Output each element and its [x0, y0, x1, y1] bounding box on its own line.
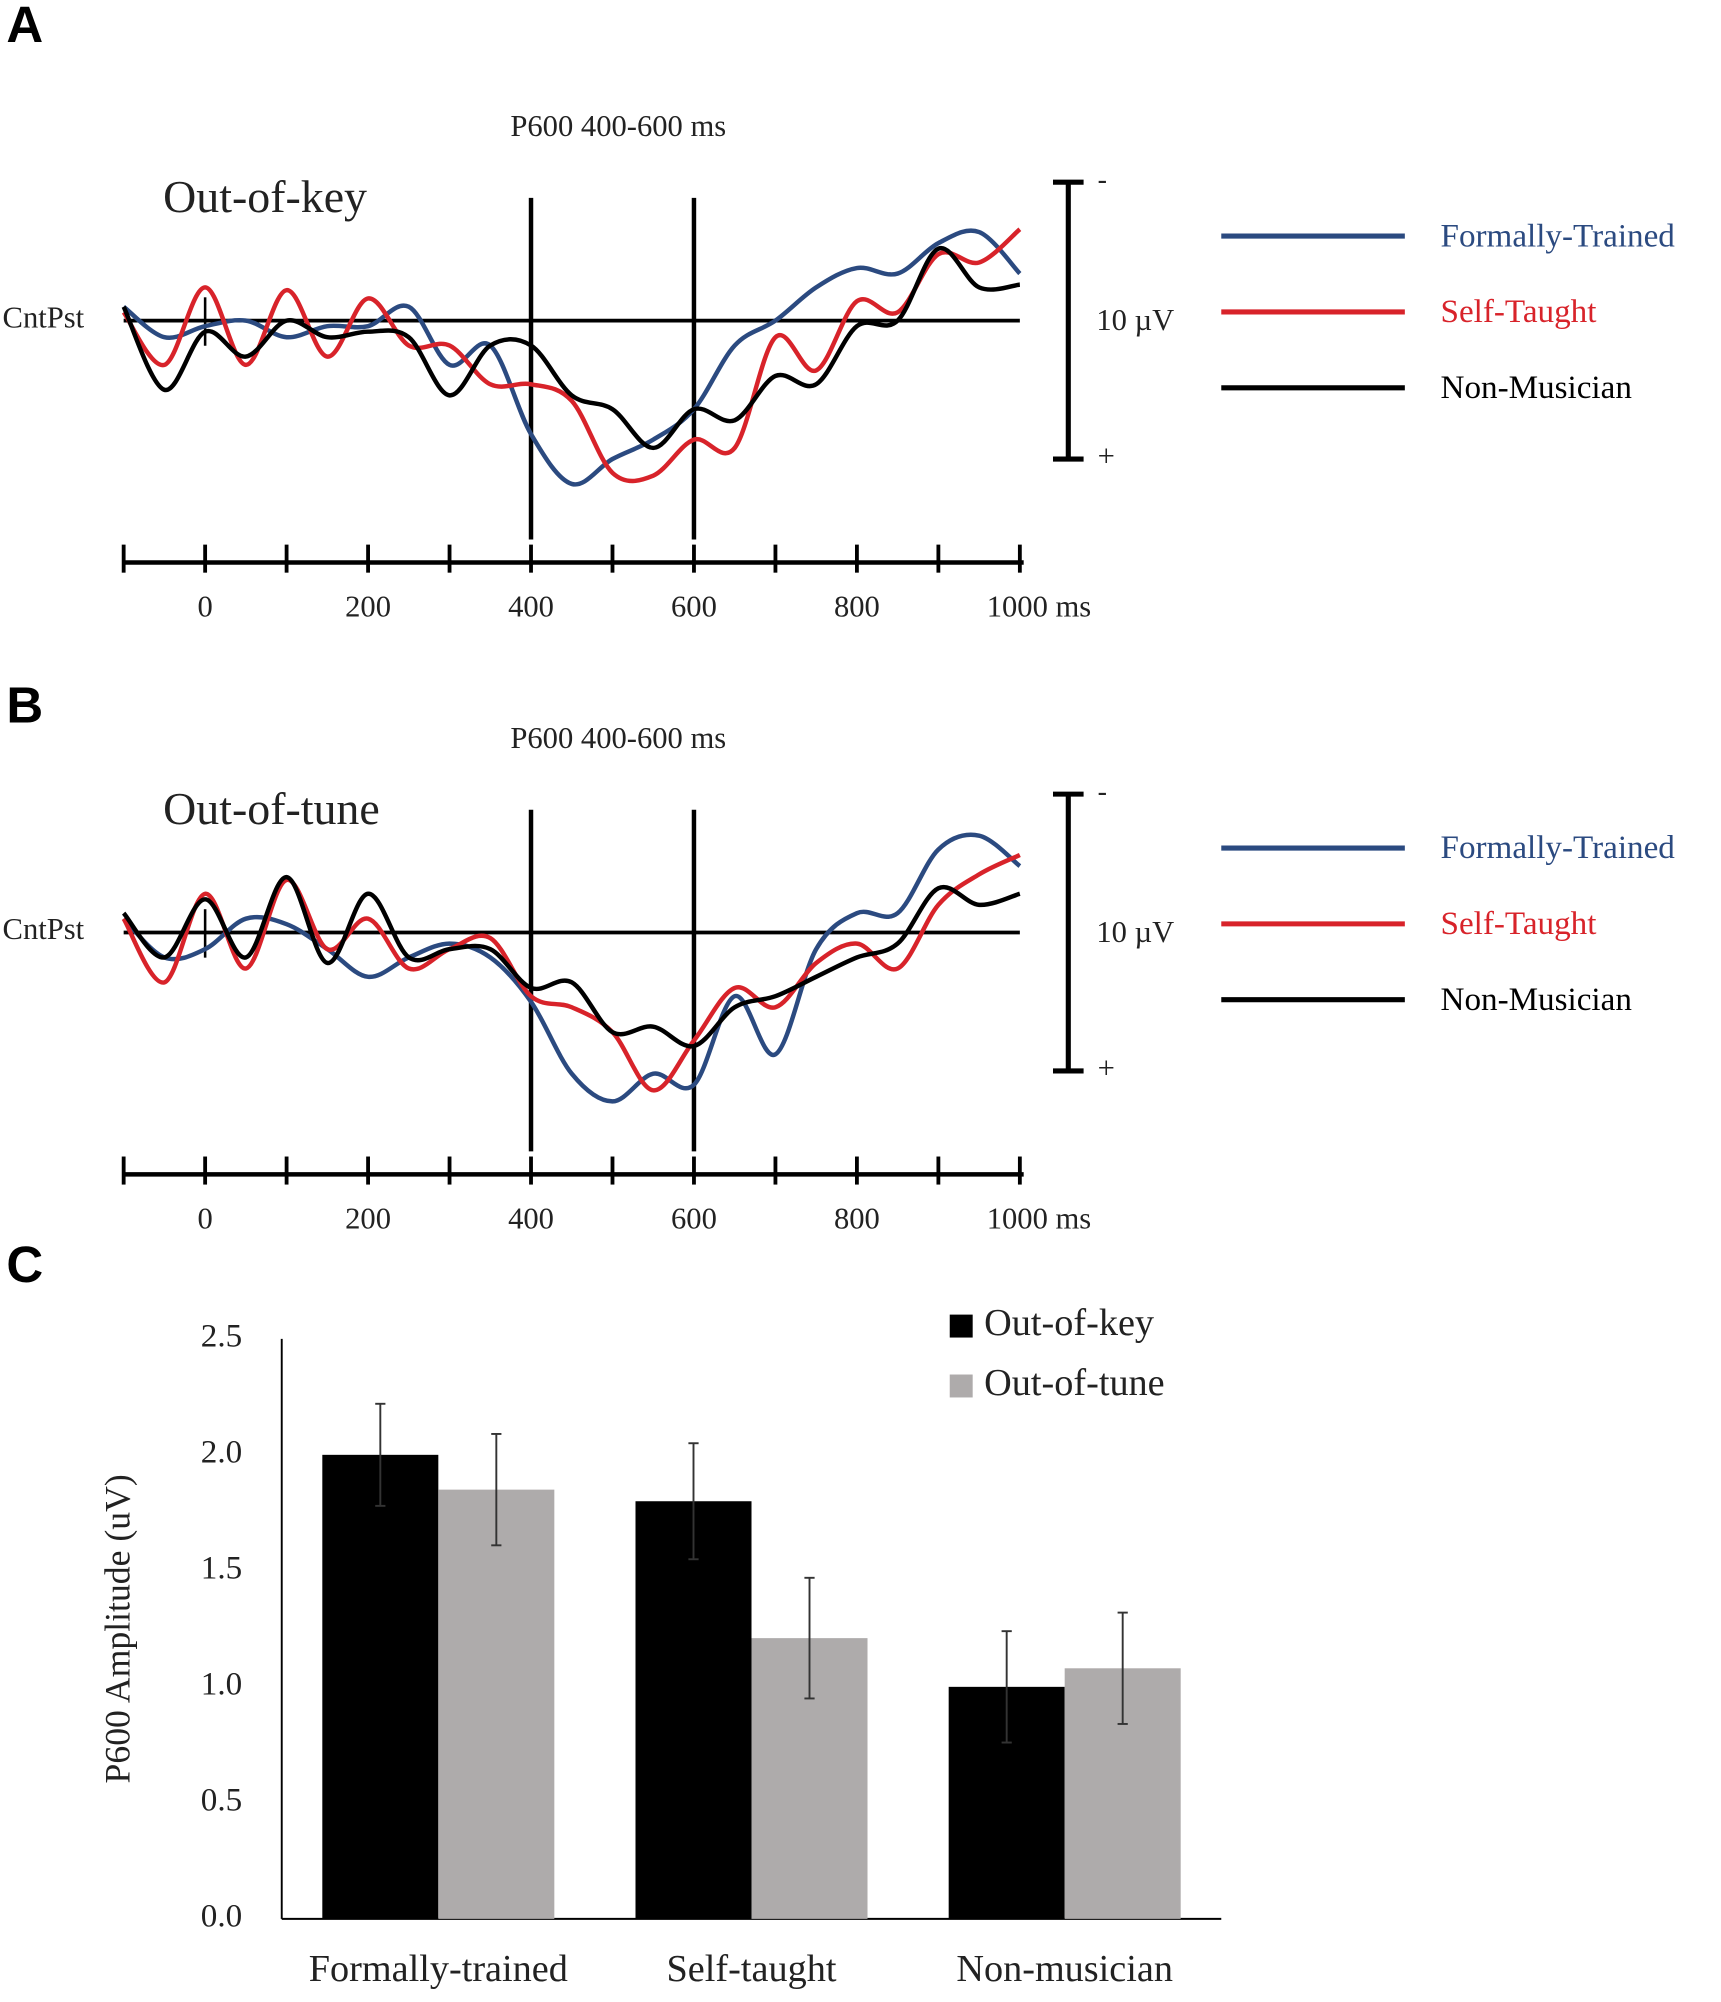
legend-label: Out-of-key	[984, 1302, 1154, 1344]
x-tick-label: Self-taught	[667, 1948, 837, 1990]
x-tick-label: Non-musician	[956, 1948, 1173, 1990]
erp-line	[121, 246, 1021, 451]
legend-label: Formally-Trained	[1441, 217, 1676, 254]
bar	[322, 1454, 439, 1919]
bar	[635, 1501, 752, 1919]
condition-label: Out-of-key	[163, 171, 367, 222]
erp-line	[121, 874, 1021, 1049]
erp-line	[121, 852, 1021, 1093]
scale-end: -	[1098, 165, 1107, 196]
erp-line	[122, 228, 1022, 487]
chart-title: P600 400-600 ms	[510, 109, 726, 143]
x-tick-label: 0	[197, 1202, 212, 1236]
legend-label: Non-Musician	[1441, 981, 1633, 1018]
panel-letter: A	[6, 0, 43, 53]
bar	[438, 1489, 555, 1919]
legend-label: Out-of-tune	[984, 1362, 1164, 1404]
x-tick-label: 800	[834, 590, 880, 624]
legend-swatch	[949, 1314, 973, 1338]
y-tick-label: 0.5	[201, 1781, 242, 1818]
erp-line	[121, 227, 1022, 484]
scale-end: +	[1098, 1051, 1115, 1085]
y-tick-label: 0.0	[201, 1897, 242, 1934]
electrode-label: CntPst	[3, 912, 85, 946]
legend-label: Non-Musician	[1441, 369, 1633, 406]
scale-end: -	[1098, 777, 1107, 808]
scale-end: +	[1098, 439, 1115, 473]
y-tick-label: 2.0	[201, 1433, 242, 1470]
x-tick-label: 0	[197, 590, 212, 624]
y-tick-label: 1.0	[201, 1665, 242, 1702]
panel-letter: C	[6, 1236, 43, 1293]
x-tick-label: 200	[345, 1202, 391, 1236]
y-axis-label: P600 Amplitude (uV)	[97, 1474, 137, 1783]
erp-line	[122, 832, 1022, 1104]
x-tick-label: 800	[834, 1202, 880, 1236]
condition-label: Out-of-tune	[163, 783, 380, 834]
x-tick-label: 1000 ms	[987, 1202, 1092, 1236]
electrode-label: CntPst	[3, 300, 85, 334]
scale-label: 10 µV	[1096, 303, 1174, 337]
x-tick-label: 400	[508, 1202, 554, 1236]
legend-label: Self-Taught	[1441, 293, 1598, 330]
legend-label: Formally-Trained	[1441, 829, 1676, 866]
x-tick-label: 400	[508, 590, 554, 624]
chart-title: P600 400-600 ms	[510, 721, 726, 755]
legend-swatch	[949, 1374, 973, 1398]
y-tick-label: 2.5	[201, 1317, 242, 1354]
y-tick-label: 1.5	[201, 1549, 242, 1586]
x-tick-label: 600	[671, 1202, 717, 1236]
legend-label: Self-Taught	[1441, 905, 1598, 942]
panel-letter: B	[6, 677, 43, 734]
x-tick-label: 200	[345, 590, 391, 624]
x-tick-label: 600	[671, 590, 717, 624]
x-tick-label: Formally-trained	[309, 1948, 568, 1990]
scale-label: 10 µV	[1096, 915, 1174, 949]
x-tick-label: 1000 ms	[987, 590, 1092, 624]
